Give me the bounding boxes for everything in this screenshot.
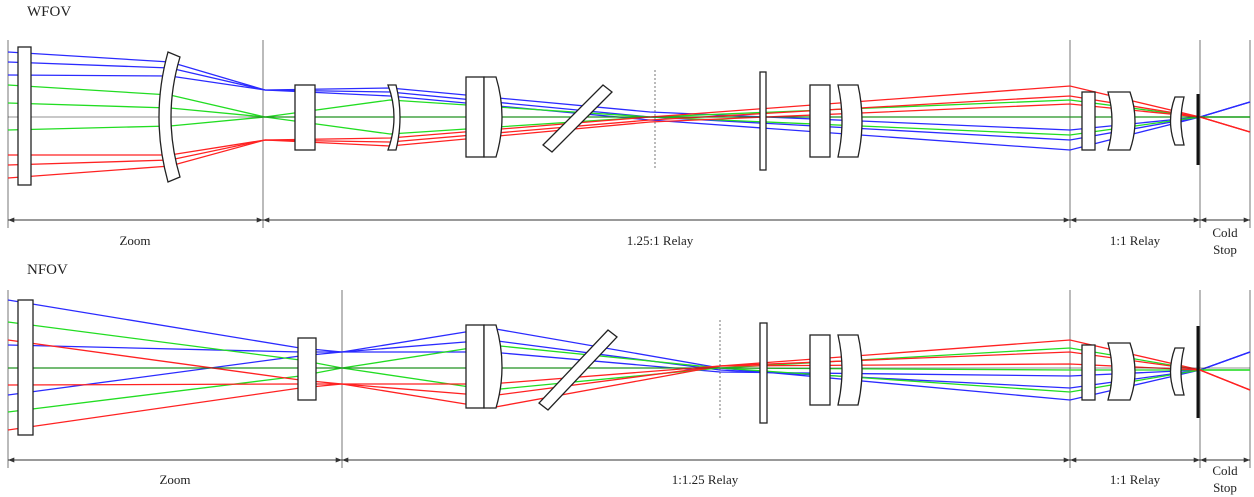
optical-layout: WFOV Zoom 1.25:1 Relay 1:1 Relay Cold St… bbox=[0, 0, 1254, 497]
section-label: Cold Stop bbox=[1205, 462, 1245, 496]
panel-title: NFOV bbox=[27, 262, 68, 279]
section-label: 1:1.25 Relay bbox=[672, 472, 738, 488]
section-label: Zoom bbox=[159, 472, 190, 488]
section-label: 1:1 Relay bbox=[1110, 472, 1160, 488]
section-label: Zoom bbox=[119, 233, 150, 249]
section-label: Cold Stop bbox=[1205, 224, 1245, 258]
panel-title: WFOV bbox=[27, 4, 71, 21]
section-label: 1:1 Relay bbox=[1110, 233, 1160, 249]
section-label: 1.25:1 Relay bbox=[627, 233, 693, 249]
nfov-layout bbox=[8, 290, 1250, 468]
wfov-layout bbox=[8, 40, 1250, 228]
